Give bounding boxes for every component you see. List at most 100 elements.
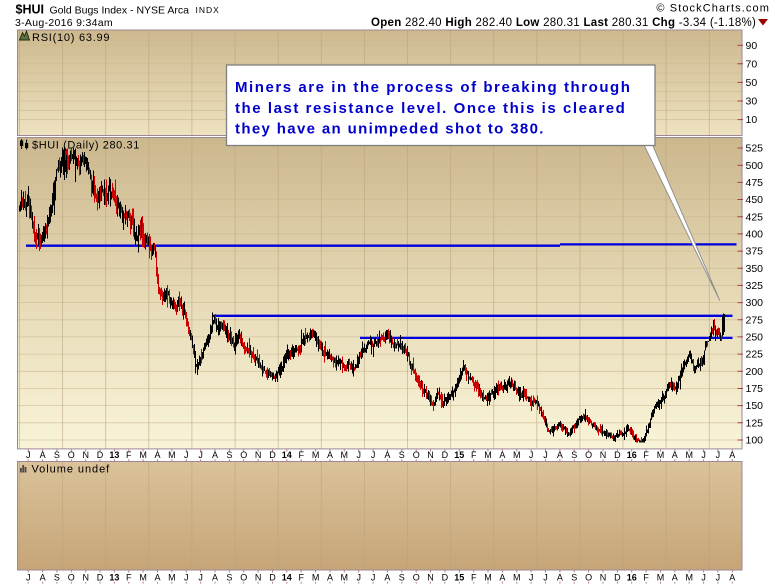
svg-text:J: J — [701, 450, 706, 460]
svg-text:Open 282.40 High 282.40 Low 28: Open 282.40 High 282.40 Low 280.31 Last … — [371, 17, 756, 29]
svg-text:M: M — [168, 573, 176, 583]
svg-text:275: 275 — [746, 314, 764, 326]
svg-text:O: O — [413, 450, 420, 460]
svg-text:525: 525 — [746, 143, 764, 155]
svg-text:M: M — [341, 450, 349, 460]
svg-text:13: 13 — [109, 450, 119, 460]
svg-text:the last resistance level. Onc: the last resistance level. Once this is … — [235, 100, 626, 117]
svg-text:D: D — [442, 450, 449, 460]
svg-text:325: 325 — [746, 280, 764, 292]
svg-text:$HUI: $HUI — [16, 3, 44, 17]
svg-text:3-Aug-2016 9:34am: 3-Aug-2016 9:34am — [15, 17, 113, 29]
svg-text:A: A — [154, 573, 160, 583]
svg-text:A: A — [384, 573, 390, 583]
svg-text:D: D — [97, 573, 104, 583]
svg-text:M: M — [312, 573, 320, 583]
svg-text:A: A — [557, 450, 563, 460]
svg-text:14: 14 — [282, 450, 292, 460]
svg-text:16: 16 — [627, 573, 637, 583]
svg-text:D: D — [269, 573, 276, 583]
svg-text:J: J — [701, 573, 706, 583]
svg-text:N: N — [427, 450, 434, 460]
svg-text:F: F — [126, 573, 132, 583]
svg-text:N: N — [255, 573, 262, 583]
svg-text:S: S — [399, 450, 405, 460]
svg-text:J: J — [198, 450, 203, 460]
svg-text:70: 70 — [746, 58, 758, 70]
svg-text:90: 90 — [746, 40, 758, 52]
svg-text:O: O — [413, 573, 420, 583]
svg-text:S: S — [54, 573, 60, 583]
svg-text:375: 375 — [746, 246, 764, 258]
svg-text:O: O — [240, 450, 247, 460]
svg-text:J: J — [26, 573, 31, 583]
svg-text:A: A — [499, 573, 505, 583]
svg-text:250: 250 — [746, 332, 764, 344]
svg-text:N: N — [600, 573, 607, 583]
svg-text:N: N — [82, 450, 89, 460]
svg-text:M: M — [513, 450, 521, 460]
svg-text:O: O — [585, 450, 592, 460]
svg-text:N: N — [255, 450, 262, 460]
svg-text:J: J — [716, 573, 721, 583]
svg-text:125: 125 — [746, 417, 764, 429]
svg-text:F: F — [298, 450, 304, 460]
svg-text:S: S — [226, 573, 232, 583]
svg-text:D: D — [614, 573, 621, 583]
svg-text:200: 200 — [746, 366, 764, 378]
svg-text:50: 50 — [746, 77, 758, 89]
svg-text:M: M — [685, 573, 693, 583]
svg-text:A: A — [40, 573, 46, 583]
svg-text:J: J — [371, 573, 376, 583]
svg-text:M: M — [513, 573, 521, 583]
svg-text:A: A — [40, 450, 46, 460]
svg-text:F: F — [471, 450, 477, 460]
svg-text:O: O — [68, 450, 75, 460]
svg-text:M: M — [484, 573, 492, 583]
svg-text:400: 400 — [746, 229, 764, 241]
svg-text:J: J — [529, 573, 534, 583]
svg-text:F: F — [643, 450, 649, 460]
svg-text:J: J — [198, 573, 203, 583]
svg-text:© StockCharts.com: © StockCharts.com — [656, 3, 770, 15]
svg-text:$HUI (Daily) 280.31: $HUI (Daily) 280.31 — [32, 140, 140, 152]
svg-text:M: M — [341, 573, 349, 583]
svg-text:A: A — [212, 450, 218, 460]
svg-text:A: A — [672, 573, 678, 583]
svg-text:J: J — [26, 450, 31, 460]
svg-text:J: J — [716, 450, 721, 460]
svg-text:300: 300 — [746, 297, 764, 309]
svg-text:N: N — [427, 573, 434, 583]
svg-text:S: S — [571, 450, 577, 460]
svg-text:450: 450 — [746, 194, 764, 206]
svg-text:they have an unimpeded shot to: they have an unimpeded shot to 380. — [235, 121, 545, 138]
svg-text:O: O — [68, 573, 75, 583]
svg-text:M: M — [657, 450, 665, 460]
svg-text:A: A — [212, 573, 218, 583]
svg-text:D: D — [97, 450, 104, 460]
svg-text:A: A — [154, 450, 160, 460]
svg-text:N: N — [600, 450, 607, 460]
svg-text:J: J — [184, 573, 189, 583]
svg-text:S: S — [226, 450, 232, 460]
svg-text:J: J — [356, 450, 361, 460]
svg-text:A: A — [384, 450, 390, 460]
svg-text:S: S — [571, 573, 577, 583]
svg-text:225: 225 — [746, 349, 764, 361]
svg-text:S: S — [399, 573, 405, 583]
svg-text:F: F — [471, 573, 477, 583]
svg-text:J: J — [356, 573, 361, 583]
svg-text:Miners are in the process of b: Miners are in the process of breaking th… — [235, 79, 631, 96]
svg-text:F: F — [643, 573, 649, 583]
svg-text:14: 14 — [282, 573, 292, 583]
svg-text:A: A — [729, 450, 735, 460]
svg-text:A: A — [499, 450, 505, 460]
svg-text:J: J — [184, 450, 189, 460]
svg-text:425: 425 — [746, 211, 764, 223]
svg-text:16: 16 — [627, 450, 637, 460]
svg-text:15: 15 — [454, 450, 464, 460]
svg-text:J: J — [543, 573, 548, 583]
svg-text:O: O — [240, 573, 247, 583]
svg-text:S: S — [54, 450, 60, 460]
svg-text:A: A — [327, 573, 333, 583]
